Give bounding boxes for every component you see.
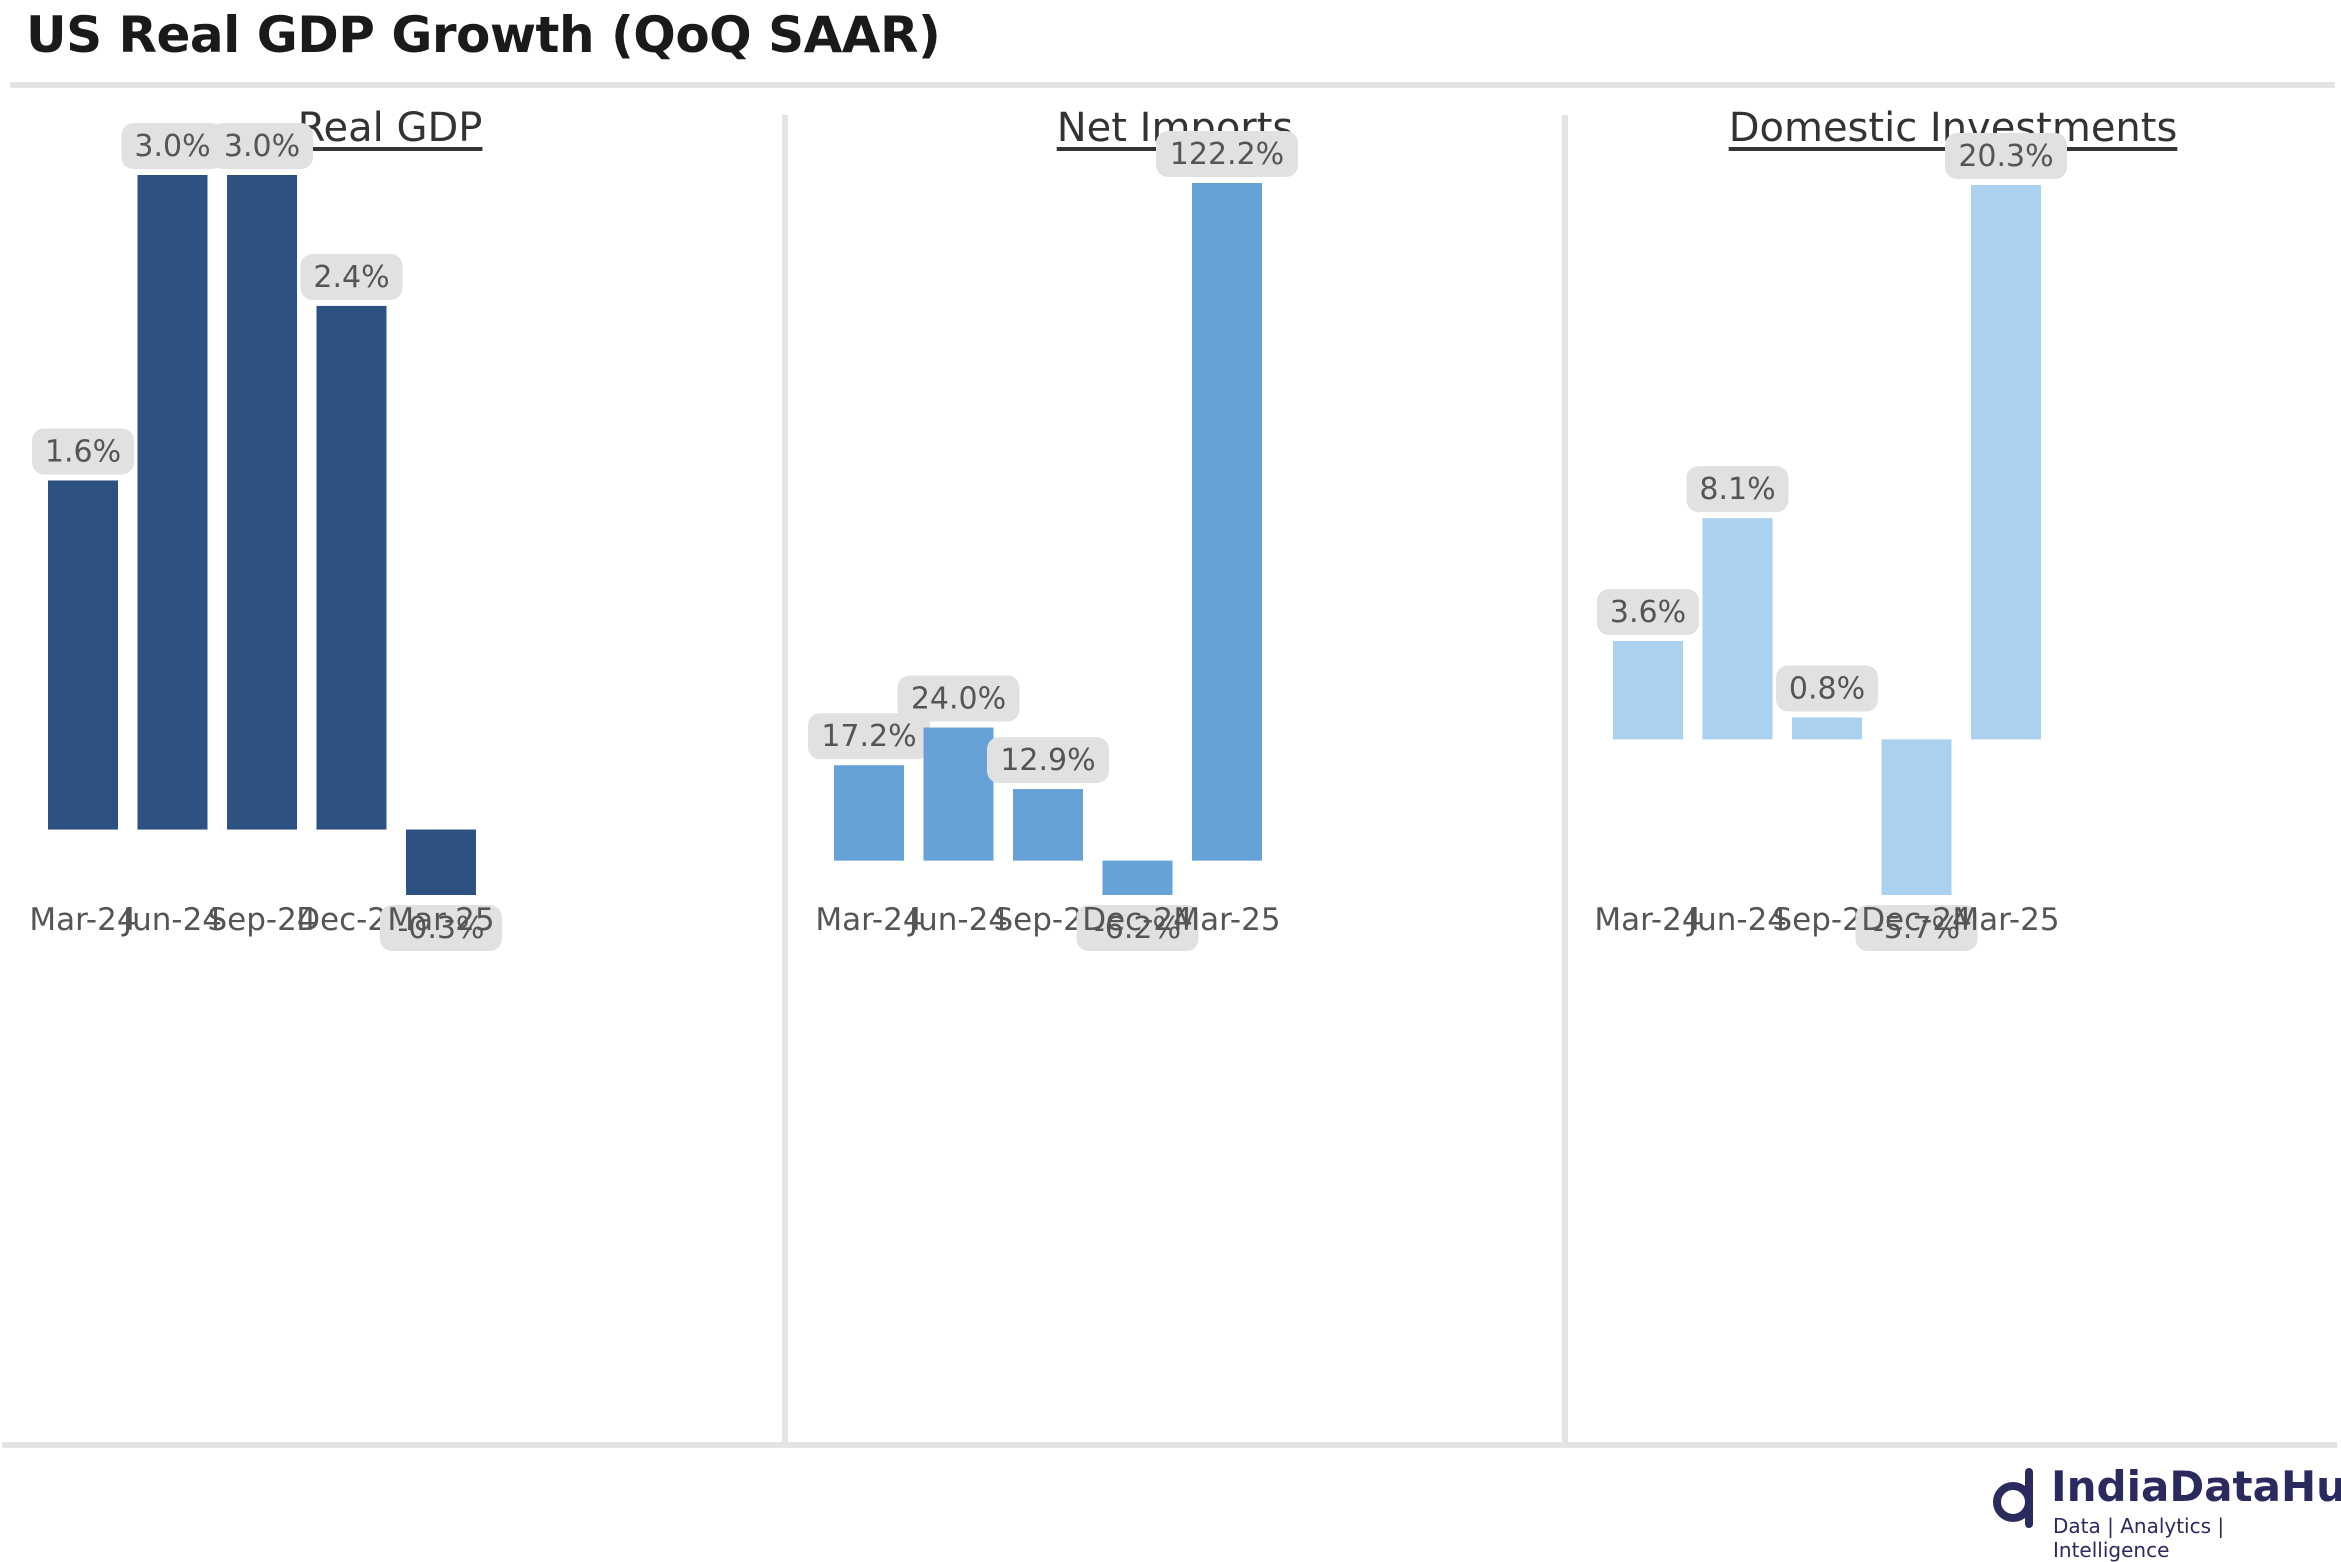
svg-text:-5.7%: -5.7% [1873,911,1960,946]
real-gdp-data-label: 2.4% [300,253,403,300]
svg-text:-6.2%: -6.2% [1094,911,1181,946]
real-gdp-tick-label: Mar-24 [29,902,136,938]
real-gdp-data-label: 3.0% [121,123,224,169]
domestic-investments-bar-mar-24 [1613,641,1683,740]
domestic-investments-chart: 3.6%Mar-248.1%Jun-240.8%Sep-24-5.7%Dec-2… [1594,133,2067,951]
domestic-investments-tick-label: Mar-24 [1594,902,1701,938]
net-imports-data-label: 24.0% [897,675,1020,722]
domestic-investments-bar-sep-24 [1792,717,1862,740]
title-divider [10,82,2335,88]
svg-text:3.0%: 3.0% [224,129,300,164]
domestic-investments-data-label: -5.7% [1855,905,1978,951]
domestic-investments-tick-label: Mar-25 [1952,902,2059,938]
svg-text:0.8%: 0.8% [1789,672,1865,707]
domestic-investments-panel: Domestic Investments 3.6% Mar-24 8.1% Jun-2… [1583,95,2323,1435]
brand-logo: IndiaDataHub Data | Analytics | Intellig… [1991,1462,2341,1562]
domestic-investments-data-label: 20.3% [1945,133,2067,179]
real-gdp-tick-label: Sep-24 [207,902,316,938]
real-gdp-panel: Real GDP 1.6% Mar-24 3.0% Jun-24 3.0% Sep-24 2… [20,95,760,1435]
logo-wordmark: IndiaDataHub [2051,1462,2341,1511]
domestic-investments-data-label: 0.8% [1776,665,1878,712]
domestic-investments-tick-label: Dec-24 [1861,902,1972,938]
domestic-investments-tick-label: Jun-24 [1686,902,1787,938]
net-imports-data-label: -6.2% [1076,905,1199,951]
real-gdp-data-label: -0.3% [380,905,502,951]
net-imports-chart: 17.2%Mar-2424.0%Jun-2412.9%Sep-24-6.2%De… [808,131,1298,951]
footer-divider [2,1442,2337,1448]
net-imports-bar-dec-24 [1102,860,1173,895]
net-imports-data-label: 12.9% [987,737,1109,784]
svg-text:-0.3%: -0.3% [397,911,484,946]
real-gdp-bar-mar-24 [48,480,118,830]
chart-title: US Real GDP Growth (QoQ SAAR) [26,6,941,64]
net-imports-bar-jun-24 [923,727,994,861]
real-gdp-bar-jun-24 [137,175,208,830]
real-gdp-bar-dec-24 [316,305,387,830]
domestic-investments-data-label: 3.6% [1597,589,1699,636]
net-imports-tick-label: Mar-24 [815,902,922,938]
domestic-investments-bar-mar-25 [1971,185,2041,740]
svg-text:24.0%: 24.0% [911,682,1006,717]
domestic-investments-bar-dec-24 [1881,739,1952,895]
net-imports-data-label: 17.2% [808,713,930,760]
svg-text:2.4%: 2.4% [313,260,389,295]
svg-text:1.6%: 1.6% [45,434,121,469]
net-imports-tick-label: Mar-25 [1173,902,1280,938]
real-gdp-tick-label: Jun-24 [121,902,222,938]
domestic-investments-bar-jun-24 [1702,518,1773,740]
net-imports-bar-mar-24 [834,765,904,861]
real-gdp-tick-label: Mar-25 [387,902,494,938]
panel-divider [782,115,788,1445]
net-imports-panel: Net Imports 17.2% Mar-24 24.0% Jun-24 12.9% S… [805,95,1545,1435]
net-imports-data-label: 122.2% [1156,131,1298,177]
real-gdp-data-label: 3.0% [211,123,313,169]
net-imports-tick-label: Dec-24 [1082,902,1193,938]
svg-text:3.6%: 3.6% [1610,595,1686,630]
svg-text:17.2%: 17.2% [821,719,916,754]
real-gdp-chart: 1.6%Mar-243.0%Jun-243.0%Sep-242.4%Dec-24… [29,123,502,951]
svg-text:20.3%: 20.3% [1958,139,2053,174]
panel-title-real-gdp: Real GDP [297,105,483,151]
real-gdp-data-label: 1.6% [32,428,134,475]
logo-tagline: Data | Analytics | Intelligence [2053,1514,2225,1562]
real-gdp-bar-sep-24 [227,175,297,830]
net-imports-bar-mar-25 [1192,183,1262,861]
logo-mark-icon [1993,1468,2033,1528]
panel-divider [1562,115,1568,1445]
net-imports-tick-label: Jun-24 [907,902,1008,938]
svg-text:3.0%: 3.0% [134,129,210,164]
real-gdp-bar-mar-25 [406,829,476,895]
svg-text:12.9%: 12.9% [1000,743,1095,778]
svg-text:122.2%: 122.2% [1170,137,1284,172]
svg-text:8.1%: 8.1% [1699,472,1775,507]
net-imports-bar-sep-24 [1013,789,1083,861]
domestic-investments-data-label: 8.1% [1686,466,1789,513]
